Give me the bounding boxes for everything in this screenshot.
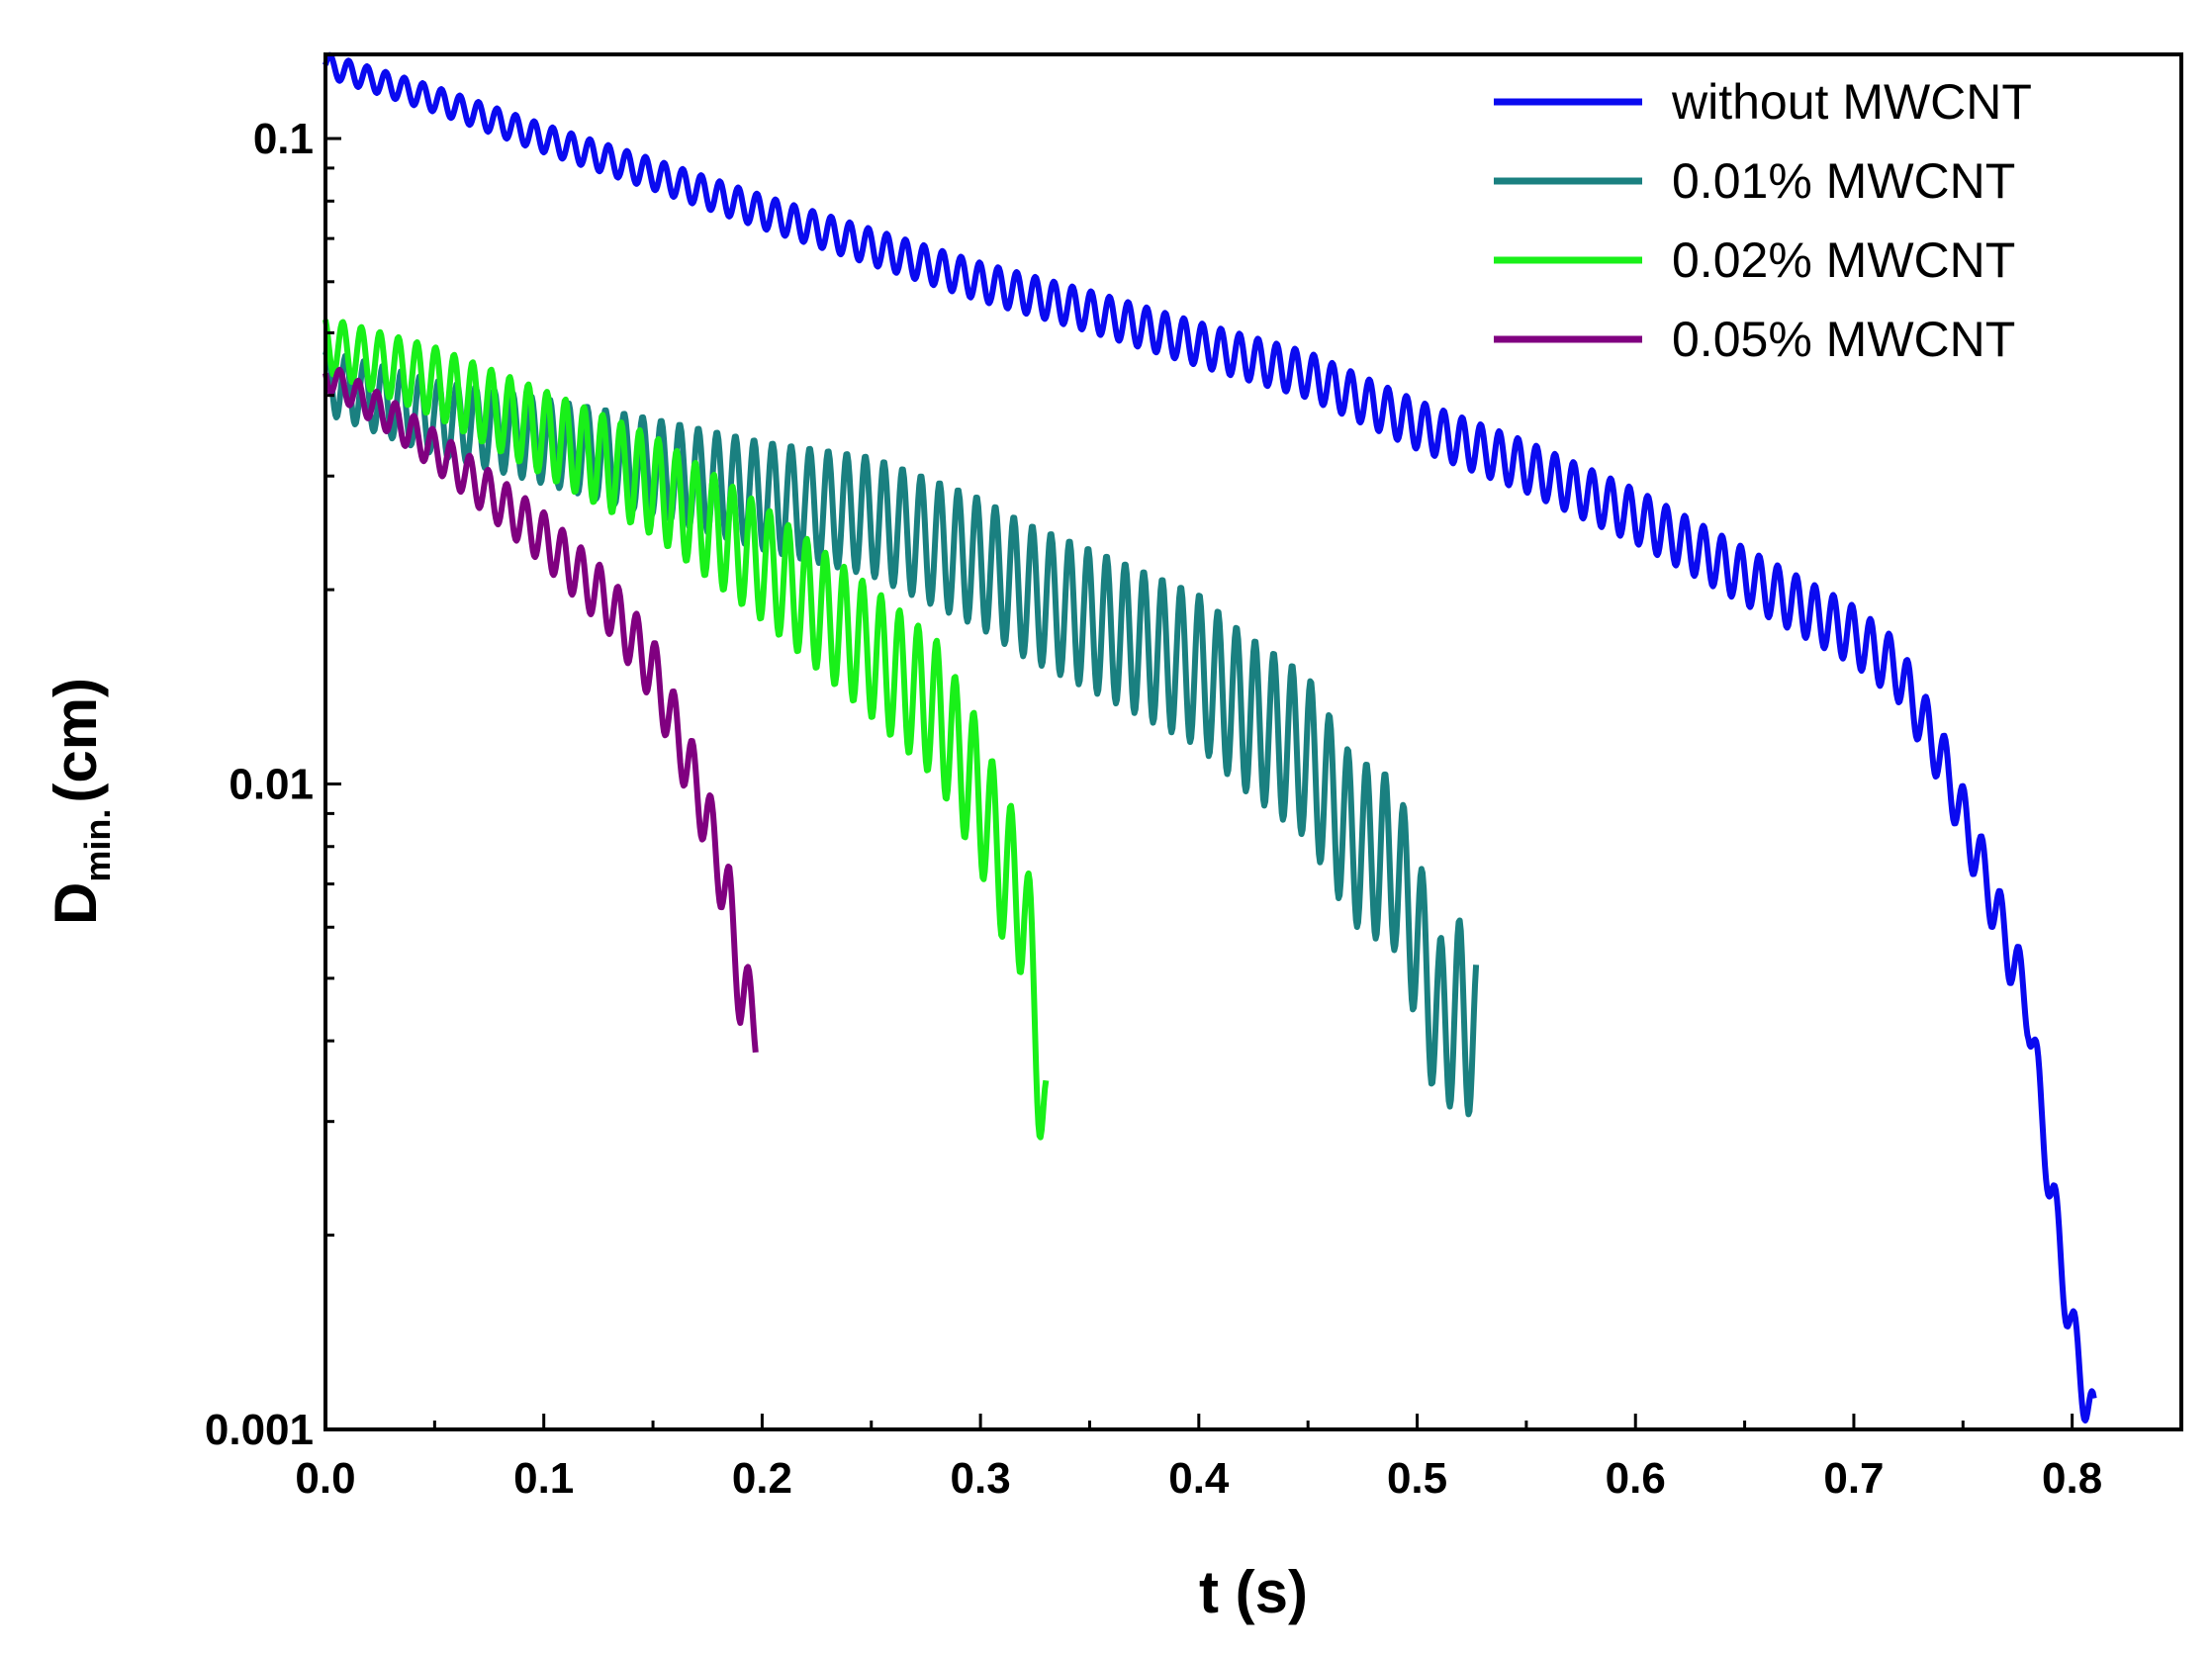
legend-label: 0.02% MWCNT [1672,232,2015,288]
series-line [323,51,2097,1424]
legend: without MWCNT 0.01% MWCNT 0.02% MWCNT 0.05%… [1494,74,2032,367]
series-line [323,347,1480,1118]
x-tick-label: 0.8 [2042,1454,2102,1503]
y-axis-title-unit: (cm) [43,678,109,803]
legend-label: without MWCNT [1671,74,2032,130]
x-tick-label: 0.1 [513,1454,574,1503]
x-tick-label: 0.7 [1823,1454,1884,1503]
series-layer [323,51,2097,1424]
x-tick-label: 0.5 [1387,1454,1447,1503]
y-axis: 0.001 0.01 0.1 [205,115,341,1454]
series-line [323,319,1050,1141]
x-tick-label: 0.4 [1168,1454,1230,1503]
series-line [323,366,759,1054]
x-tick-label: 0.0 [295,1454,355,1503]
legend-label: 0.01% MWCNT [1672,153,2015,209]
y-axis-title-subscript: min. [77,809,118,882]
x-axis-title: t (s) [1199,1559,1308,1625]
plot-frame [323,52,2183,1431]
y-axis-title: Dmin. (cm) [43,678,118,925]
x-tick-label: 0.6 [1606,1454,1666,1503]
y-axis-title-main: D [43,882,109,925]
y-tick-label: 0.001 [205,1406,314,1454]
y-tick-label: 0.1 [253,115,314,163]
x-axis: 0.0 0.1 0.2 0.3 0.4 0.5 0.6 0.7 0.8 [295,1414,2183,1503]
legend-label: 0.05% MWCNT [1672,312,2015,367]
y-tick-label: 0.01 [229,761,314,809]
x-tick-label: 0.3 [951,1454,1011,1503]
x-tick-label: 0.2 [732,1454,792,1503]
